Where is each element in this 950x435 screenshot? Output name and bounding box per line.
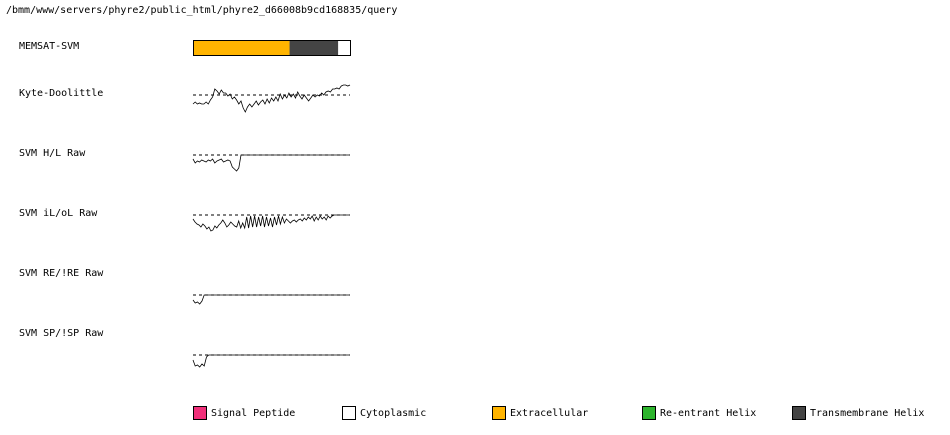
profile-line-1 xyxy=(192,84,351,113)
legend-label-reentrant-helix: Re-entrant Helix xyxy=(660,407,757,419)
topology-segment-2 xyxy=(338,41,350,55)
profile-plots xyxy=(192,40,351,368)
legend-label-extracellular: Extracellular xyxy=(510,407,589,419)
track-label-svm-re: SVM RE/!RE Raw xyxy=(19,268,104,279)
legend-swatch-cytoplasmic xyxy=(342,406,356,420)
legend-item-transmembrane-helix: Transmembrane Helix xyxy=(792,405,924,421)
topology-segment-0 xyxy=(193,41,290,55)
track-label-svm-sp: SVM SP/!SP Raw xyxy=(19,328,104,339)
track-label-kyte-doolittle: Kyte-Doolittle xyxy=(19,88,104,99)
profile-line-3 xyxy=(192,214,350,232)
legend-item-extracellular: Extracellular xyxy=(492,405,588,421)
legend-swatch-signal-peptide xyxy=(193,406,207,420)
legend-item-reentrant-helix: Re-entrant Helix xyxy=(642,405,756,421)
topology-segment-1 xyxy=(289,41,339,55)
legend-swatch-reentrant-helix xyxy=(642,406,656,420)
legend-label-transmembrane-helix: Transmembrane Helix xyxy=(810,407,925,419)
legend-item-signal-peptide: Signal Peptide xyxy=(193,405,295,421)
profile-line-4 xyxy=(192,294,350,305)
legend-item-cytoplasmic: Cytoplasmic xyxy=(342,405,426,421)
legend-swatch-transmembrane-helix xyxy=(792,406,806,420)
track-label-svm-ilol: SVM iL/oL Raw xyxy=(19,208,98,219)
profile-line-2 xyxy=(192,154,350,172)
topology-frame xyxy=(193,40,351,56)
track-label-svm-hl: SVM H/L Raw xyxy=(19,148,86,159)
legend-swatch-extracellular xyxy=(492,406,506,420)
track-label-memsat: MEMSAT-SVM xyxy=(19,41,80,52)
legend-label-signal-peptide: Signal Peptide xyxy=(211,407,296,419)
query-path: /bmm/www/servers/phyre2/public_html/phyr… xyxy=(6,5,398,16)
legend-label-cytoplasmic: Cytoplasmic xyxy=(360,407,427,419)
profile-line-5 xyxy=(192,354,350,368)
